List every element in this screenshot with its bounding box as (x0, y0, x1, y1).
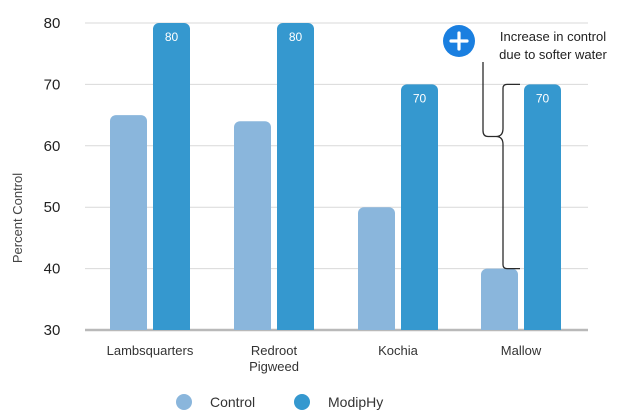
control-bar (358, 207, 395, 330)
y-tick-label: 70 (44, 76, 61, 93)
y-tick-labels: 30 40 50 60 70 80 (44, 15, 61, 339)
modiphy-bar (277, 23, 314, 330)
control-bar (481, 268, 518, 330)
bars: 80 80 70 70 (110, 23, 561, 330)
annotation-bracket (482, 62, 520, 270)
modiphy-bar (524, 84, 561, 330)
modiphy-bar (401, 84, 438, 330)
category-labels: Lambsquarters Redroot Pigweed Kochia Mallow (107, 343, 542, 374)
bar-value-label: 70 (536, 91, 550, 105)
annotation-line-1: Increase in control (500, 29, 606, 44)
y-axis-label: Percent Control (10, 173, 25, 263)
category-label: Kochia (378, 343, 419, 358)
legend-label: Control (210, 394, 255, 410)
bar-value-label: 80 (165, 30, 179, 44)
y-tick-label: 50 (44, 199, 61, 216)
y-tick-label: 30 (44, 322, 61, 339)
bar-value-label: 70 (413, 91, 427, 105)
bar-value-label: 80 (289, 30, 303, 44)
category-label: Mallow (501, 343, 542, 358)
category-label: Redroot Pigweed (249, 343, 299, 374)
y-tick-label: 80 (44, 15, 61, 32)
y-tick-label: 60 (44, 138, 61, 155)
legend-label: ModipHy (328, 394, 383, 410)
legend-swatch (294, 394, 310, 410)
category-label: Lambsquarters (107, 343, 194, 358)
plus-icon (449, 31, 469, 51)
modiphy-bar (153, 23, 190, 330)
control-bar (110, 115, 147, 330)
legend-swatch (176, 394, 192, 410)
annotation: Increase in control due to softer water (443, 25, 608, 270)
legend: Control ModipHy (176, 394, 383, 410)
control-bar (234, 121, 271, 330)
y-tick-label: 40 (44, 261, 61, 278)
annotation-line-2: due to softer water (499, 47, 607, 62)
